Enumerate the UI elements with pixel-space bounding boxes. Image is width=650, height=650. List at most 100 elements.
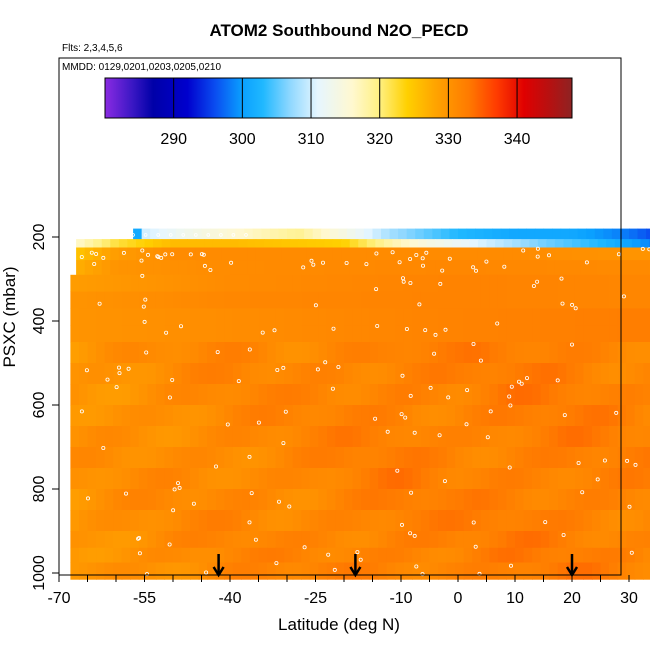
heatmap-cell [375, 260, 385, 276]
heatmap-cell [386, 308, 396, 326]
heatmap-cell [506, 547, 516, 563]
heatmap-cell [235, 228, 245, 240]
heatmap-cell [600, 468, 610, 490]
heatmap-cell [403, 547, 413, 563]
heatmap-cell [352, 291, 362, 309]
heatmap-cell [215, 325, 225, 343]
heatmap-cell [369, 426, 379, 448]
heatmap-cell [540, 274, 550, 292]
heatmap-cell [591, 447, 602, 469]
heatmap-cell [241, 531, 251, 549]
heatmap-cell [480, 384, 490, 406]
heatmap-cell [335, 489, 345, 511]
heatmap-cell [130, 547, 140, 563]
sample-point [256, 420, 261, 425]
heatmap-cell [594, 228, 604, 240]
heatmap-cell [207, 342, 217, 364]
heatmap-cell [221, 239, 231, 248]
heatmap-cell [463, 489, 473, 511]
heatmap-cell [523, 489, 533, 511]
heatmap-cell [70, 363, 80, 385]
heatmap-cell [255, 239, 265, 248]
heatmap-cell [623, 247, 633, 261]
heatmap-cell [258, 384, 268, 406]
heatmap-cell [600, 426, 610, 448]
heatmap-cell [198, 489, 208, 511]
heatmap-cell [161, 247, 171, 261]
heatmap-cell [147, 363, 157, 385]
heatmap-cell [634, 489, 644, 511]
sample-point [86, 496, 91, 501]
sample-point [344, 260, 349, 265]
heatmap-cell [130, 468, 140, 490]
heatmap-cell [532, 363, 542, 385]
heatmap-cell [412, 363, 422, 385]
heatmap-cell [178, 260, 188, 276]
heatmap-cell [301, 562, 311, 580]
heatmap-cell [227, 228, 237, 240]
heatmap-cell [113, 384, 123, 406]
heatmap-cell [611, 228, 622, 240]
heatmap-cell [309, 308, 319, 326]
sample-point [272, 328, 277, 333]
sample-point [105, 377, 110, 382]
sample-point [408, 256, 413, 261]
heatmap-cell [264, 239, 274, 248]
heatmap-cell [497, 468, 508, 490]
heatmap-cell [238, 260, 248, 276]
heatmap-cell [130, 562, 140, 580]
heatmap-cell [412, 342, 422, 364]
heatmap-cell [344, 531, 354, 549]
heatmap-cell [326, 384, 337, 406]
heatmap-cell [600, 562, 610, 580]
heatmap-cell [264, 260, 274, 276]
sample-point [219, 233, 223, 237]
heatmap-cell [147, 426, 157, 448]
heatmap-cell [318, 468, 328, 490]
heatmap-cell [460, 260, 470, 276]
heatmap-cell [534, 228, 545, 240]
sample-point [181, 233, 186, 237]
heatmap-cell [557, 562, 567, 580]
heatmap-cell [352, 510, 362, 532]
heatmap-cell [181, 384, 191, 406]
heatmap-cell [121, 468, 131, 490]
heatmap-cell [489, 489, 499, 511]
sample-point [484, 259, 489, 264]
heatmap-cell [438, 342, 448, 364]
heatmap-cell [269, 228, 280, 240]
heatmap-cell [401, 260, 411, 276]
heatmap-cell [130, 363, 140, 385]
heatmap-cell [318, 342, 328, 364]
heatmap-cell [215, 510, 225, 532]
heatmap-cell [626, 426, 636, 448]
heatmap-cell [181, 325, 191, 343]
heatmap-cell [648, 247, 650, 261]
heatmap-cell [583, 531, 593, 549]
heatmap-cell [309, 363, 319, 385]
heatmap-cell [540, 468, 550, 490]
sample-point [417, 302, 422, 307]
heatmap-cell [292, 547, 302, 563]
sample-point [401, 279, 406, 284]
heatmap-cell [278, 228, 288, 240]
heatmap-cell [301, 489, 311, 511]
heatmap-cell [369, 468, 379, 490]
heatmap-cell [309, 547, 319, 563]
heatmap-cell [344, 308, 354, 326]
heatmap-cell [626, 562, 636, 580]
heatmap-cell [190, 447, 200, 469]
heatmap-cell [249, 447, 260, 469]
heatmap-cell [557, 342, 567, 364]
heatmap-cell [455, 510, 465, 532]
heatmap-cell [480, 325, 490, 343]
heatmap-cell [164, 468, 174, 490]
heatmap-cell [301, 447, 311, 469]
heatmap-cell [215, 447, 225, 469]
heatmap-cell [395, 562, 405, 580]
heatmap-cell [195, 239, 205, 248]
x-tick-label: 10 [506, 590, 524, 607]
heatmap-cell [429, 468, 439, 490]
heatmap-cell [104, 405, 114, 427]
sample-point [139, 258, 144, 263]
